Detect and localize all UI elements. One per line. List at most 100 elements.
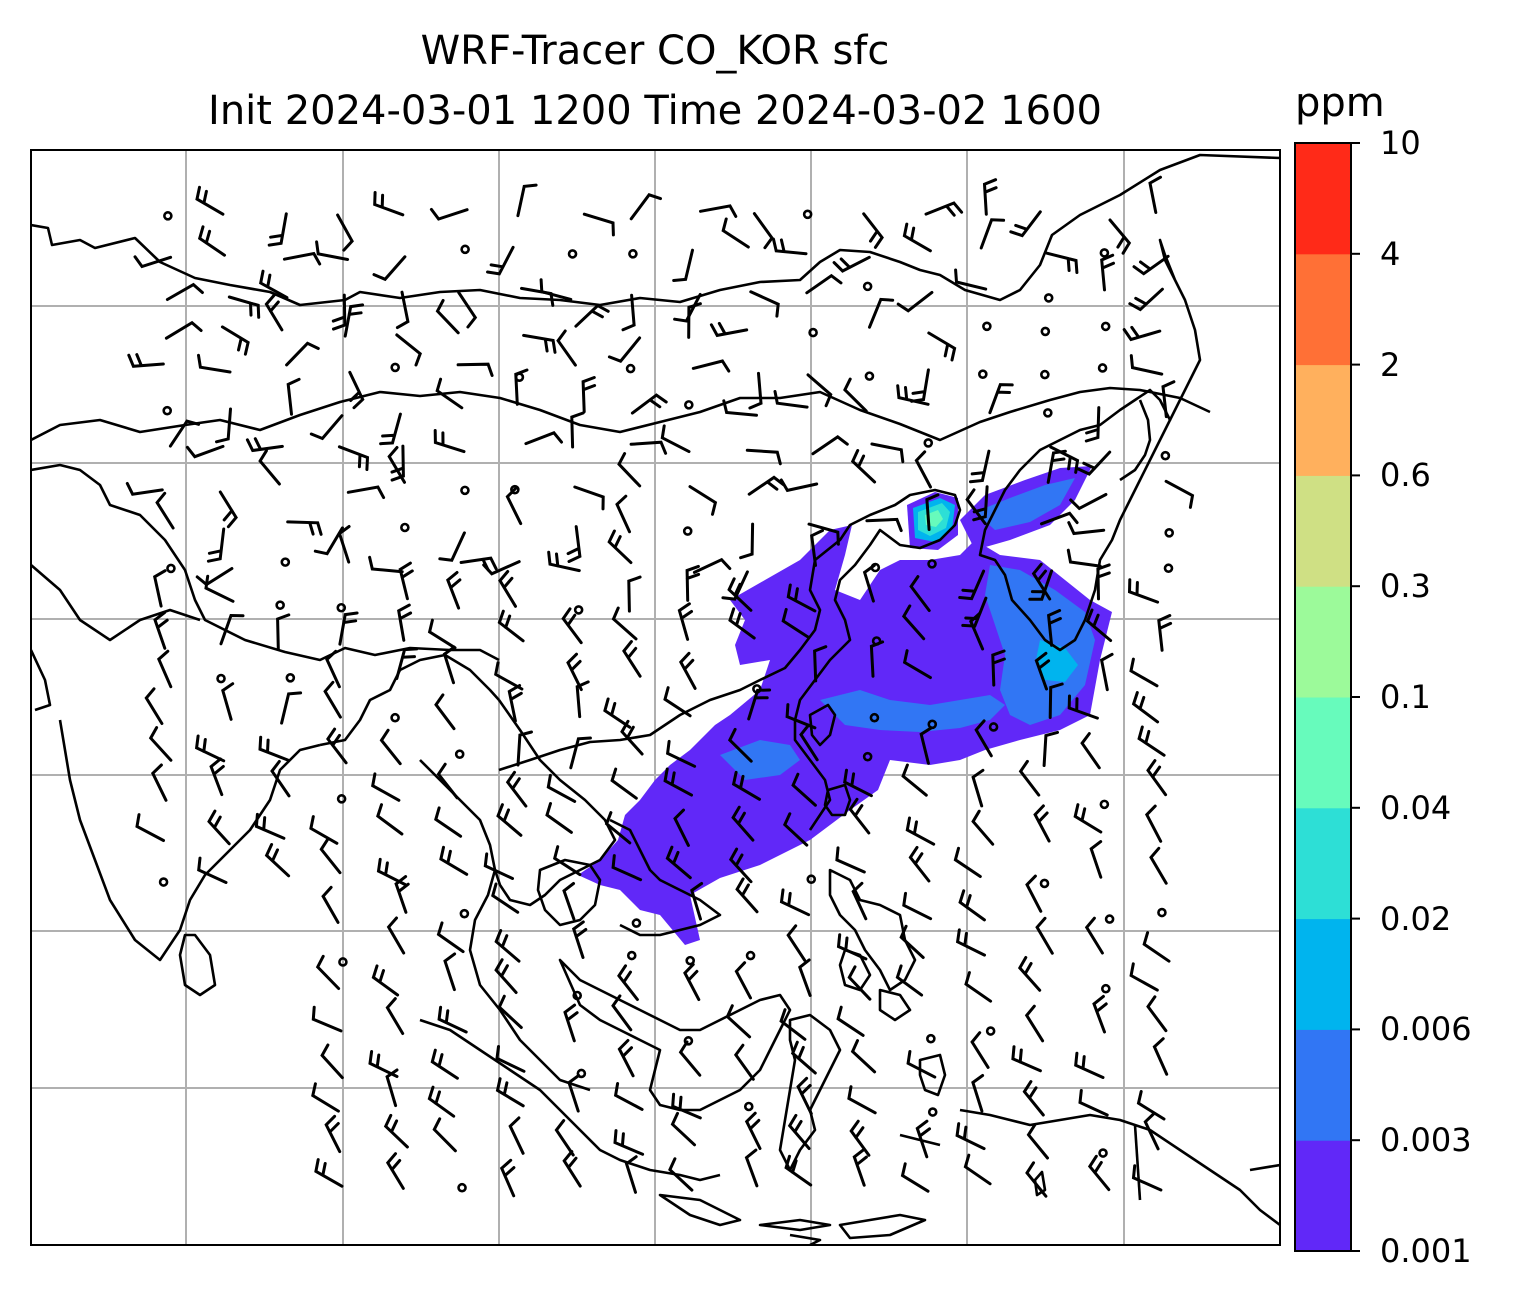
wind-barb-calm (336, 602, 347, 613)
wind-barb (953, 846, 982, 878)
wind-barb (901, 763, 928, 797)
wind-barb (379, 728, 402, 766)
wind-barb (747, 475, 785, 496)
wind-barb (850, 1039, 877, 1074)
wind-barb (915, 1119, 931, 1159)
wind-barb (979, 218, 1006, 250)
wind-barb (395, 333, 422, 367)
wind-barb (427, 618, 457, 650)
wind-barb (323, 680, 342, 719)
wind-barb (133, 255, 173, 269)
wind-barb (398, 561, 414, 601)
wind-barb-calm (743, 1101, 754, 1112)
wind-barb-calm (1104, 914, 1115, 924)
wind-barb (673, 808, 690, 847)
wind-barb (1142, 931, 1171, 963)
wind-barb (443, 952, 457, 992)
wind-barb (570, 411, 585, 449)
wind-barb-calm (163, 211, 173, 221)
wind-barb (1022, 1080, 1045, 1117)
wind-barb (1164, 479, 1195, 509)
wind-barb (337, 445, 370, 471)
wind-barb (779, 1008, 807, 1041)
wind-barb (227, 295, 261, 319)
wind-barb (150, 763, 168, 802)
wind-barb (847, 1085, 877, 1115)
wind-barb (524, 431, 563, 446)
wind-barb (739, 522, 755, 560)
wind-barb (1042, 730, 1059, 767)
wind-barb (836, 1005, 865, 1037)
wind-barb (691, 359, 731, 373)
wind-barb (663, 767, 693, 797)
wind-barb (1048, 682, 1064, 719)
wind-barb (924, 201, 964, 217)
wind-barb-calm (808, 327, 818, 338)
wind-barb-calm (1043, 293, 1054, 303)
wind-barb-calm (927, 1107, 938, 1117)
wind-barb (575, 680, 590, 719)
wind-barb-calm (1157, 907, 1167, 918)
wind-barb (919, 726, 933, 765)
wind-barb (613, 1129, 645, 1156)
wind-barb (315, 240, 350, 261)
wind-barb (1092, 994, 1108, 1034)
wind-barb (432, 1117, 457, 1153)
wind-barbs (125, 175, 1195, 1198)
wind-barb (687, 302, 702, 339)
wind-barb-calm (745, 950, 756, 961)
wind-barb (1084, 916, 1104, 955)
wind-barb (901, 604, 926, 641)
wind-barb (507, 684, 523, 723)
wind-barb-calm (1099, 799, 1110, 810)
wind-barb (725, 1004, 752, 1039)
wind-barb-calm (390, 712, 400, 723)
wind-barb (1161, 380, 1176, 419)
wind-barb (496, 803, 523, 837)
wind-barb (258, 449, 281, 486)
wind-barb (434, 806, 463, 838)
wind-barb (1132, 254, 1170, 276)
wind-barb (1157, 614, 1173, 652)
wind-barb (1146, 759, 1168, 797)
wind-barb (1131, 691, 1160, 724)
wind-barb (582, 212, 615, 237)
wind-barb (731, 770, 761, 801)
wind-barb-calm (626, 950, 637, 961)
wind-barb (264, 293, 284, 332)
wind-barb (456, 362, 494, 377)
wind-barb (735, 877, 759, 914)
wind-barb (1100, 253, 1115, 292)
wind-barb-calm (927, 559, 937, 569)
wind-barb-calm (216, 673, 226, 684)
wind-barb (430, 1048, 459, 1080)
wind-barb (1143, 1112, 1160, 1151)
wind-barb (611, 854, 643, 882)
wind-barb (267, 212, 288, 247)
wind-barb (779, 478, 819, 493)
colorbar-segment (1295, 364, 1351, 476)
colorbar-tick-label: 0.6 (1380, 456, 1431, 495)
wind-barb (371, 964, 400, 997)
wind-barb-calm (280, 557, 291, 567)
wind-barb (971, 768, 985, 808)
wind-barb (862, 563, 876, 603)
wind-barb (309, 815, 339, 845)
wind-barb (319, 837, 342, 875)
wind-barb (613, 1082, 644, 1111)
wind-barb (194, 734, 226, 763)
wind-barb (309, 414, 344, 441)
wind-barb (435, 377, 464, 410)
wind-barb (1066, 548, 1102, 568)
wind-barb-calm (1164, 528, 1175, 538)
wind-barb (282, 251, 322, 266)
wind-barb (567, 1074, 581, 1113)
wind-barb (1146, 995, 1168, 1033)
wind-barb (446, 571, 462, 610)
wind-barb (386, 916, 406, 955)
wind-barb (1017, 956, 1042, 992)
colorbar-tick-label: 10 (1380, 124, 1421, 162)
wind-barb-calm (806, 874, 817, 885)
wind-barb-calm (166, 563, 176, 574)
wind-barb (782, 812, 809, 847)
